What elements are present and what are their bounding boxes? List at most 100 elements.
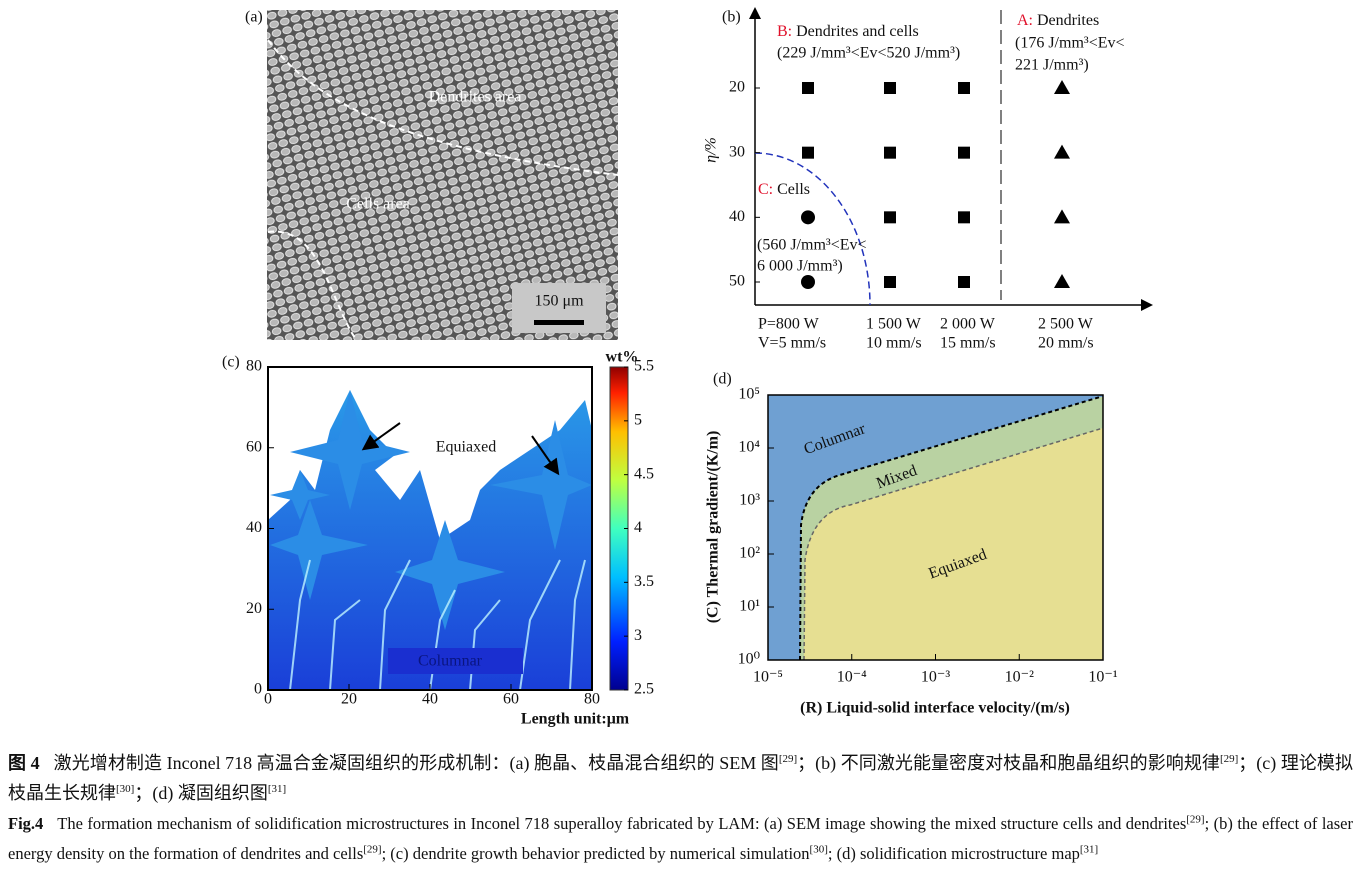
region-label: B: Dendrites and cells [777,23,919,40]
y-tick-label: 10⁰ [738,651,760,668]
reference: [31] [267,783,287,795]
marker [1054,209,1070,224]
marker [884,276,896,288]
caption-part: ；(c) 理论模拟枝晶生长规律 [8,753,1353,803]
colorbar-tick-label: 5 [634,412,642,429]
y-tick-label: 40 [246,519,262,536]
boundary [267,39,619,176]
marker [884,146,896,159]
caption-text: The formation mechanism of solidificatio… [8,813,1353,864]
y-tick-label: 40 [729,208,745,225]
y-label: (C) Thermal gradient/(K/m) [705,431,722,624]
caption-label: Fig.4 [8,813,44,833]
x-tick-label: 10⁻² [1005,669,1034,686]
columnar-zone [388,648,523,674]
x-tick-label: 0 [264,691,272,708]
colorbar-title: wt% [606,349,639,366]
colorbar-tick-label: 3.5 [634,573,654,590]
dendrite-cores [289,559,586,691]
y-tick-label: 20 [729,79,745,96]
range: (229 J/mm³<Ev<520 J/mm³) [777,45,960,62]
panel-label: (c) [222,354,240,371]
region-label: A: Dendrites [1017,12,1099,29]
caption-part: ；(b) 不同激光能量密度对枝晶和胞晶组织的影响规律 [797,753,1220,773]
key: C: [758,181,773,198]
dendrites [270,390,592,630]
panel-c: (c) Equiaxed Columnar Length unit:μm wt%… [222,349,654,728]
panel-label: (b) [722,9,741,26]
x-tick-label: 40 [422,691,438,708]
marker [801,275,815,289]
caption-en: Fig.4 The formation mechanism of solidifi… [8,806,1353,867]
x-tick-label: 20 [341,691,357,708]
marker [801,210,815,225]
caption-part: The formation mechanism of solidificatio… [57,813,1187,833]
caption-cn: 图 4 激光增材制造 Inconel 718 高温合金凝固组织的形成机制：(a) … [8,746,1353,806]
y-label: η/% [703,137,720,163]
marker [958,211,970,224]
y-tick-label: 30 [729,143,745,160]
colorbar-tick-label: 5.5 [634,358,654,375]
panel-b: (b) η/% A: Dendrites (176 J/mm³<Ev< 221 … [703,7,1153,352]
x-tick-label: 10 mm/s [866,335,922,352]
y-tick-label: 10² [739,545,760,562]
region-label: Columnar [418,653,483,670]
y-tick-label: 10⁴ [738,439,760,456]
boundary [799,396,1101,661]
x-label: (R) Liquid-solid interface velocity/(m/s… [800,700,1070,717]
marker [802,82,814,94]
scale-label: 150 μm [534,293,584,310]
reference: [30] [116,783,135,795]
range: (560 J/mm³<Ev< [757,237,867,254]
name: Dendrites [1037,12,1099,29]
marker [802,146,814,159]
caption-part: ；(d) 凝固组织图 [134,783,268,803]
marker [958,146,970,159]
x-tick-label: 80 [584,691,600,708]
caption-text: 激光增材制造 Inconel 718 高温合金凝固组织的形成机制：(a) 胞晶、… [8,753,1353,803]
name: Dendrites and cells [796,23,919,40]
x-tick-label: 10⁻⁵ [753,669,783,686]
x-tick-label: V=5 mm/s [758,335,826,352]
caption-label: 图 4 [8,753,40,773]
boundary [803,427,1104,661]
boundary [754,152,871,306]
range: 6 000 J/mm³) [757,258,843,275]
x-tick-label: 2 000 W [940,316,996,333]
range: (176 J/mm³<Ev< [1015,35,1125,52]
region-label: C: Cells [758,181,810,198]
panel-a: (a) Dendrites area Cells area 150 μm [245,9,619,340]
reference: [29] [778,753,798,765]
reference: [31] [1079,843,1099,856]
caption-part: ; (b) the effect of laser energy density… [8,813,1353,864]
key: B: [777,23,792,40]
region-label: Equiaxed [436,439,496,456]
panel-d: (d) Columnar Mixed Equiaxed (R) Liquid-s… [705,371,1118,717]
y-tick-label: 60 [246,438,262,455]
arrow [531,435,560,476]
caption-part: ; (d) solidification microstructure map [827,844,1080,863]
x-tick-label: 15 mm/s [940,335,996,352]
marker [958,82,970,94]
figure: (a) Dendrites area Cells area 150 μm (b)… [222,7,1153,728]
marker [1054,274,1070,288]
colorbar-tick-label: 4 [634,519,642,536]
arrow [361,422,401,451]
panel-label: (a) [245,9,263,26]
y-tick-label: 10³ [739,492,760,509]
x-tick-label: 1 500 W [866,316,922,333]
scale-bar [534,320,584,325]
marker [1054,80,1070,94]
caption-part: ; (c) dendrite growth behavior predicted… [381,844,810,863]
key: A: [1017,12,1033,29]
caption-part: 激光增材制造 Inconel 718 高温合金凝固组织的形成机制：(a) 胞晶、… [53,753,779,773]
marker [884,211,896,224]
x-tick-label: P=800 W [758,316,820,333]
name: Cells [777,181,810,198]
range: 221 J/mm³) [1015,57,1089,74]
y-tick-label: 50 [729,273,745,290]
x-tick-label: 10⁻¹ [1088,669,1117,686]
x-tick-label: 20 mm/s [1038,335,1094,352]
colorbar-tick-label: 2.5 [634,681,654,698]
